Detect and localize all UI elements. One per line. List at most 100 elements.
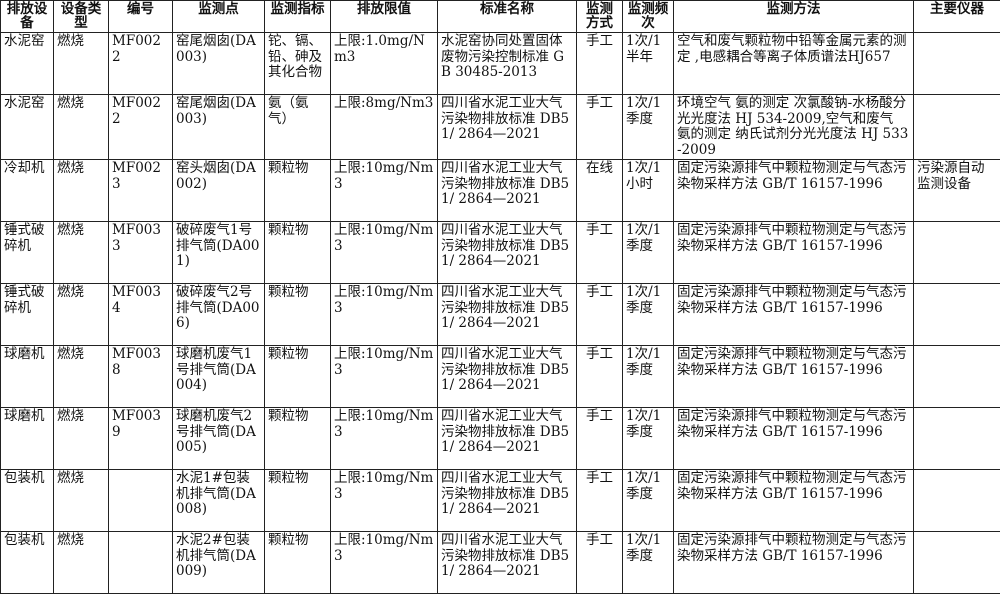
cell-equipment-type: 燃烧 [54, 470, 109, 532]
cell-method-type: 手工 [577, 532, 623, 594]
header-code: 编号 [109, 1, 173, 33]
cell-instrument [914, 408, 1000, 470]
cell-limit: 上限:10mg/Nm3 [331, 532, 438, 594]
header-instrument: 主要仪器 [914, 1, 1000, 33]
cell-instrument [914, 95, 1000, 160]
cell-instrument [914, 222, 1000, 284]
header-standard: 标准名称 [438, 1, 577, 33]
cell-monitoring-point: 球磨机废气2号排气筒(DA005) [173, 408, 265, 470]
cell-frequency: 1次/1季度 [623, 284, 674, 346]
cell-limit: 上限:10mg/Nm3 [331, 346, 438, 408]
header-row: 排放设备设备类型编号监测点监测指标排放限值标准名称监测方式监测频次监测方法主要仪… [1, 1, 1000, 33]
cell-frequency: 1次/1季度 [623, 532, 674, 594]
cell-instrument [914, 470, 1000, 532]
cell-frequency: 1次/1半年 [623, 33, 674, 95]
cell-indicator: 颗粒物 [265, 408, 331, 470]
cell-equipment-type: 燃烧 [54, 222, 109, 284]
cell-indicator: 颗粒物 [265, 346, 331, 408]
cell-indicator: 颗粒物 [265, 284, 331, 346]
cell-indicator: 颗粒物 [265, 160, 331, 222]
cell-limit: 上限:10mg/Nm3 [331, 160, 438, 222]
cell-limit: 上限:10mg/Nm3 [331, 470, 438, 532]
cell-standard: 四川省水泥工业大气污染物排放标准 DB51/ 2864—2021 [438, 284, 577, 346]
cell-monitoring-point: 窑尾烟囱(DA003) [173, 33, 265, 95]
cell-code [109, 470, 173, 532]
cell-equipment: 水泥窑 [1, 95, 54, 160]
header-limit: 排放限值 [331, 1, 438, 33]
cell-code: MF0039 [109, 408, 173, 470]
cell-instrument [914, 532, 1000, 594]
cell-frequency: 1次/1季度 [623, 222, 674, 284]
cell-monitoring-point: 窑尾烟囱(DA003) [173, 95, 265, 160]
cell-method: 固定污染源排气中颗粒物测定与气态污染物采样方法 GB/T 16157-1996 [674, 284, 914, 346]
cell-frequency: 1次/1季度 [623, 346, 674, 408]
header-method: 监测方法 [674, 1, 914, 33]
cell-equipment-type: 燃烧 [54, 95, 109, 160]
cell-standard: 四川省水泥工业大气污染物排放标准 DB51/ 2864—2021 [438, 470, 577, 532]
cell-frequency: 1次/1季度 [623, 95, 674, 160]
cell-instrument [914, 33, 1000, 95]
cell-limit: 上限:8mg/Nm3 [331, 95, 438, 160]
cell-code [109, 532, 173, 594]
cell-standard: 水泥窑协同处置固体废物污染控制标准 GB 30485-2013 [438, 33, 577, 95]
cell-standard: 四川省水泥工业大气污染物排放标准 DB51/ 2864—2021 [438, 346, 577, 408]
cell-method: 固定污染源排气中颗粒物测定与气态污染物采样方法 GB/T 16157-1996 [674, 222, 914, 284]
cell-method-type: 手工 [577, 284, 623, 346]
cell-equipment: 水泥窑 [1, 33, 54, 95]
cell-equipment-type: 燃烧 [54, 33, 109, 95]
cell-standard: 四川省水泥工业大气污染物排放标准 DB51/ 2864—2021 [438, 95, 577, 160]
header-equipment-type: 设备类型 [54, 1, 109, 33]
cell-method: 固定污染源排气中颗粒物测定与气态污染物采样方法 GB/T 16157-1996 [674, 160, 914, 222]
cell-method-type: 手工 [577, 470, 623, 532]
cell-indicator: 颗粒物 [265, 532, 331, 594]
cell-method: 固定污染源排气中颗粒物测定与气态污染物采样方法 GB/T 16157-1996 [674, 532, 914, 594]
cell-monitoring-point: 球磨机废气1号排气筒(DA004) [173, 346, 265, 408]
cell-method: 固定污染源排气中颗粒物测定与气态污染物采样方法 GB/T 16157-1996 [674, 346, 914, 408]
cell-monitoring-point: 破碎废气2号排气筒(DA006) [173, 284, 265, 346]
cell-method: 固定污染源排气中颗粒物测定与气态污染物采样方法 GB/T 16157-1996 [674, 408, 914, 470]
cell-method-type: 手工 [577, 346, 623, 408]
cell-code: MF0022 [109, 95, 173, 160]
cell-limit: 上限:10mg/Nm3 [331, 284, 438, 346]
cell-monitoring-point: 窑头烟囱(DA002) [173, 160, 265, 222]
cell-code: MF0038 [109, 346, 173, 408]
header-indicator: 监测指标 [265, 1, 331, 33]
cell-method: 环境空气 氨的测定 次氯酸钠-水杨酸分光光度法 HJ 534-2009,空气和废… [674, 95, 914, 160]
cell-equipment-type: 燃烧 [54, 346, 109, 408]
cell-equipment-type: 燃烧 [54, 408, 109, 470]
cell-standard: 四川省水泥工业大气污染物排放标准 DB51/ 2864—2021 [438, 408, 577, 470]
cell-equipment: 球磨机 [1, 408, 54, 470]
cell-equipment: 冷却机 [1, 160, 54, 222]
cell-instrument: 污染源自动监测设备 [914, 160, 1000, 222]
cell-frequency: 1次/1季度 [623, 470, 674, 532]
cell-frequency: 1次/1季度 [623, 408, 674, 470]
cell-method-type: 手工 [577, 95, 623, 160]
cell-equipment-type: 燃烧 [54, 160, 109, 222]
header-equipment: 排放设备 [1, 1, 54, 33]
cell-code: MF0023 [109, 160, 173, 222]
cell-method-type: 手工 [577, 222, 623, 284]
cell-frequency: 1次/1小时 [623, 160, 674, 222]
cell-limit: 上限:1.0mg/Nm3 [331, 33, 438, 95]
cell-code: MF0034 [109, 284, 173, 346]
cell-standard: 四川省水泥工业大气污染物排放标准 DB51/ 2864—2021 [438, 532, 577, 594]
cell-code: MF0022 [109, 33, 173, 95]
cell-code: MF0033 [109, 222, 173, 284]
header-method-type: 监测方式 [577, 1, 623, 33]
cell-method-type: 手工 [577, 33, 623, 95]
cell-method-type: 手工 [577, 408, 623, 470]
cell-standard: 四川省水泥工业大气污染物排放标准 DB51/ 2864—2021 [438, 222, 577, 284]
cell-equipment-type: 燃烧 [54, 284, 109, 346]
cell-method-type: 在线 [577, 160, 623, 222]
cell-indicator: 颗粒物 [265, 470, 331, 532]
